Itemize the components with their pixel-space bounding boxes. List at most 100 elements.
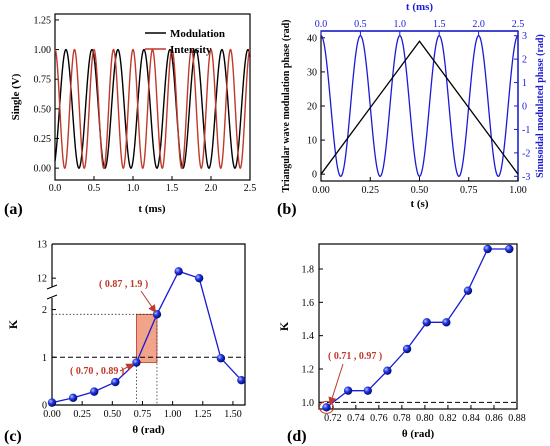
panel-c-data-point <box>132 358 141 367</box>
panel-c-y-tick-label: 2 <box>42 305 47 316</box>
panel-a-y-tick-label: 0.75 <box>34 75 52 86</box>
panel-d-highlight-circle <box>318 400 334 414</box>
panel-d-data-point <box>422 318 431 327</box>
panel-d-tag: (d) <box>287 428 307 445</box>
panel-b-x-tick-label: 1.00 <box>509 185 527 196</box>
panel-b-x2-tick-label: 1.0 <box>394 19 407 30</box>
panel-a-x-tick-label: 1.5 <box>166 183 179 194</box>
panel-b-y2-tick-label: 0 <box>522 102 527 113</box>
panel-d-y-tick-label: 1.2 <box>302 365 315 376</box>
panel-b-x-tick-label: 0.00 <box>312 185 330 196</box>
panel-b-y2-tick-label: -3 <box>522 172 530 183</box>
panel-a-y-label: Single (V) <box>10 73 22 120</box>
panel-b-y2-tick-label: 3 <box>522 31 527 42</box>
panel-c-data-point <box>111 377 120 387</box>
panel-b-y2-label: Sinusoidal modulated phase (rad) <box>535 34 546 178</box>
panel-d-data-point <box>402 344 412 354</box>
panel-d-annotation-arrow <box>328 363 344 406</box>
panel-b-y-label: Triangular wave modulation phase (rad) <box>281 20 292 193</box>
panel-c-annotation-arrow <box>140 290 157 313</box>
panel-c-y-tick-label: 0 <box>42 401 47 412</box>
panel-d-x-tick-label: 0.76 <box>370 413 388 424</box>
panel-c-x-tick-label: 0.00 <box>43 409 61 420</box>
panel-d-data-point <box>363 386 373 395</box>
panel-d-data-point <box>383 366 392 375</box>
panel-d-frame <box>318 243 518 410</box>
panel-a-legend-label: Modulation <box>170 28 225 40</box>
panel-d-x-tick-label: 0.86 <box>485 413 503 424</box>
panel-b-x2-label: t (ms) <box>406 1 434 13</box>
panel-c-x-tick-label: 1.25 <box>194 409 212 420</box>
panel-a-y-tick-label: 1.25 <box>34 15 52 26</box>
panel-c-data-point <box>216 354 226 363</box>
panel-c-axis-break-mark <box>46 294 58 300</box>
panel-c-x-tick-label: 0.50 <box>104 409 122 420</box>
panel-b-x-tick-label: 0.25 <box>362 185 380 196</box>
panel-d-y-tick-label: 1.8 <box>302 265 315 276</box>
panel-b-x2-tick-label: 2.0 <box>472 19 485 30</box>
panel-c-x-label: θ (rad) <box>132 424 165 436</box>
panel-a-chart: 0.0 0.5 1.0 1.5 2.0 2.5 0.00 0.25 0.50 0.75 1.00 1.… <box>4 13 257 218</box>
panel-b-y2-tick-label: 1 <box>522 78 527 89</box>
panel-b-x-tick-label: 0.50 <box>411 185 429 196</box>
panel-a-x-tick-label: 1.0 <box>127 183 140 194</box>
panel-c-annotation: ( 0.70 , 0.89 ) <box>70 366 124 377</box>
panel-d-x-tick-label: 0.84 <box>462 413 480 424</box>
panel-a-y-tick-label: 1.00 <box>34 45 52 56</box>
panel-b-triangle-line <box>320 40 519 175</box>
panel-c-annotation: ( 0.87 , 1.9 ) <box>99 279 148 290</box>
panel-d-y-label: K <box>277 321 291 331</box>
panel-c-tag: (c) <box>4 428 22 445</box>
panel-c-x-tick-label: 1.00 <box>164 409 182 420</box>
panel-c-x-tick-label: 1.50 <box>224 409 242 420</box>
panel-b-y2-tick-label: -1 <box>522 125 530 136</box>
panel-d-data-point <box>322 403 331 412</box>
panel-b-x-label: t (s) <box>410 198 428 210</box>
panel-c-y-tick-label: 12 <box>37 274 47 285</box>
panel-c-x-tick-label: 0.25 <box>73 409 91 420</box>
panel-c-data-point <box>194 273 204 283</box>
panel-c-axis-break-gap <box>48 287 56 298</box>
panel-b-tag: (b) <box>277 201 297 218</box>
panel-c-annotation-arrow <box>119 363 135 372</box>
panel-d-data-line <box>326 248 510 408</box>
panel-a-x-tick-label: 0.5 <box>88 183 101 194</box>
panel-c-y-tick-label: 13 <box>37 240 47 251</box>
panel-c-x-tick-label: 0.75 <box>134 409 152 420</box>
panel-b-y-tick-label: 20 <box>307 102 317 113</box>
panel-c-y-label: K <box>6 319 20 329</box>
panel-d-x-tick-label: 0.74 <box>347 413 365 424</box>
panel-d-y-tick-label: 1.4 <box>302 331 315 342</box>
panel-b-y-tick-label: 40 <box>307 33 317 44</box>
panel-c-data-point <box>237 375 246 385</box>
panel-a-y-tick-label: 0.00 <box>34 164 52 175</box>
panel-b-x-tick-label: 0.75 <box>460 185 478 196</box>
panel-c-frame <box>51 243 246 406</box>
panel-c-data-point <box>152 310 162 319</box>
panel-d-x-tick-label: 0.88 <box>508 413 526 424</box>
panel-b-x2-tick-label: 1.5 <box>433 19 446 30</box>
panel-d-chart: 0.72 0.74 0.76 0.78 0.80 0.82 0.84 0.86 0.88 1.0 1… <box>277 243 526 445</box>
panel-d-x-tick-label: 0.72 <box>324 413 342 424</box>
panel-d-data-point <box>483 244 492 254</box>
panel-a-x-label: t (ms) <box>138 203 166 215</box>
panel-b-x2-tick-label: 0.0 <box>315 19 328 30</box>
panel-d-x-tick-label: 0.82 <box>439 413 457 424</box>
panel-d-data-point <box>343 386 353 395</box>
panel-d-y-tick-label: 1.6 <box>302 298 315 309</box>
panel-a-x-tick-label: 2.0 <box>205 183 218 194</box>
panel-b-y2-tick-label: -2 <box>522 148 530 159</box>
panel-c-data-point <box>90 387 99 396</box>
panel-a-x-tick-label: 0.0 <box>49 183 62 194</box>
panel-a-series-line <box>54 48 251 170</box>
panel-c-y-tick-label: 1 <box>42 353 47 364</box>
panel-c-data-point <box>174 267 183 276</box>
panel-d-x-tick-label: 0.80 <box>416 413 434 424</box>
panel-a-x-tick-label: 2.5 <box>244 183 257 194</box>
panel-b-y-tick-label: 30 <box>307 67 317 78</box>
panel-a-y-tick-label: 0.25 <box>34 134 52 145</box>
panel-b-x2-tick-label: 0.5 <box>354 19 367 30</box>
